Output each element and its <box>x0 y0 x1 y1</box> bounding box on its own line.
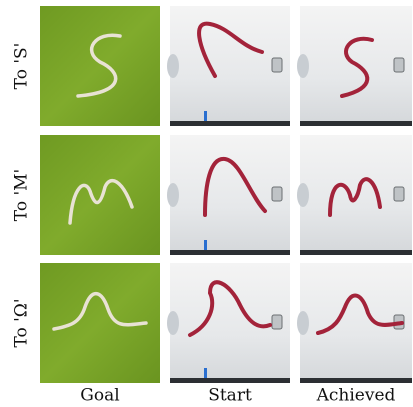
goal-background <box>40 135 160 255</box>
scene-background <box>170 6 290 126</box>
robot-base <box>300 121 412 126</box>
marker <box>204 368 207 378</box>
panel <box>167 263 290 383</box>
rope <box>328 177 382 217</box>
panel <box>297 135 412 255</box>
row-label: To 'M' <box>12 169 32 221</box>
gripper <box>271 314 283 330</box>
goal-background <box>40 6 160 126</box>
rope <box>316 293 404 335</box>
robot-base <box>300 250 412 255</box>
arm <box>297 183 309 207</box>
arm <box>167 54 179 78</box>
rope <box>197 21 264 78</box>
marker <box>204 111 207 121</box>
rope <box>68 178 134 225</box>
arm <box>297 311 309 335</box>
arm <box>167 311 179 335</box>
row-label: To 'S' <box>12 43 32 90</box>
marker <box>204 240 207 250</box>
panel <box>40 6 160 126</box>
rope <box>340 36 374 98</box>
panel <box>297 6 412 126</box>
gripper <box>393 186 405 202</box>
panel <box>167 135 290 255</box>
gripper <box>393 57 405 73</box>
panel <box>297 263 412 383</box>
column-label: Goal <box>80 386 119 406</box>
scene-background <box>170 135 290 255</box>
arm <box>297 54 309 78</box>
robot-base <box>170 250 290 255</box>
rope <box>76 33 122 98</box>
gripper <box>271 57 283 73</box>
rope <box>52 292 148 331</box>
arm <box>167 183 179 207</box>
column-label: Start <box>208 386 252 406</box>
gripper <box>271 186 283 202</box>
robot-base <box>170 121 290 126</box>
row-label: To 'Ω' <box>12 298 32 347</box>
panel <box>40 135 160 255</box>
rope <box>203 157 267 217</box>
robot-base <box>300 378 412 383</box>
panel <box>40 263 160 383</box>
panel <box>167 6 290 126</box>
rope <box>188 280 272 337</box>
column-label: Achieved <box>316 386 396 406</box>
robot-base <box>170 378 290 383</box>
